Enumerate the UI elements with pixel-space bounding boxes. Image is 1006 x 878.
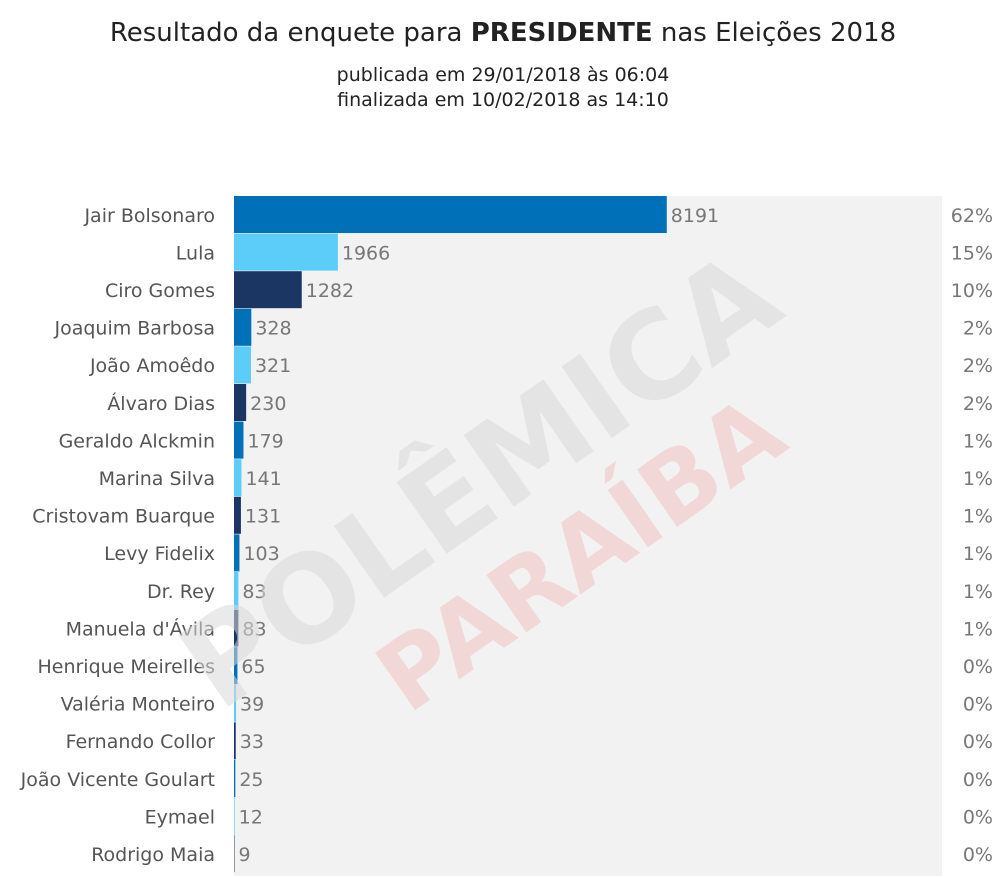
value-label: 33 — [240, 731, 264, 753]
value-label: 9 — [238, 844, 250, 866]
percent-label: 1% — [963, 430, 993, 452]
category-label: Marina Silva — [99, 468, 215, 490]
category-label: Dr. Rey — [147, 581, 215, 603]
bar-15 — [234, 760, 236, 797]
category-label: Eymael — [145, 806, 215, 828]
value-label: 1282 — [306, 280, 354, 302]
category-label: Lula — [176, 242, 215, 264]
bar-1 — [234, 233, 338, 271]
percent-label: 2% — [963, 355, 993, 377]
category-label: Valéria Monteiro — [61, 694, 215, 716]
bar-0 — [234, 196, 667, 233]
value-label: 39 — [240, 694, 264, 716]
value-label: 141 — [245, 468, 281, 490]
category-label: João Vicente Goulart — [20, 769, 215, 791]
category-label: João Amoêdo — [89, 355, 215, 377]
percent-label: 15% — [951, 242, 993, 264]
bar-6 — [234, 421, 244, 459]
value-label: 8191 — [671, 205, 719, 227]
percent-label: 0% — [963, 731, 993, 753]
bar-8 — [234, 496, 241, 534]
chart-title-suffix: nas Eleições 2018 — [652, 18, 897, 48]
bar-3 — [234, 308, 252, 346]
category-label: Jair Bolsonaro — [83, 205, 215, 227]
value-label: 328 — [255, 318, 291, 340]
value-label: 230 — [250, 393, 286, 415]
category-label: Levy Fidelix — [104, 543, 215, 565]
chart-title: Resultado da enquete para PRESIDENTE nas… — [0, 18, 1006, 48]
bar-4 — [234, 346, 251, 384]
category-label: Geraldo Alckmin — [59, 430, 215, 452]
value-label: 12 — [239, 806, 263, 828]
percent-label: 0% — [963, 694, 993, 716]
bar-9 — [234, 534, 240, 572]
category-label: Álvaro Dias — [107, 392, 215, 415]
percent-label: 1% — [963, 618, 993, 640]
percent-label: 0% — [963, 844, 993, 866]
bar-12 — [234, 647, 238, 685]
percent-label: 0% — [963, 769, 993, 791]
category-label: Cristovam Buarque — [32, 506, 215, 528]
value-label: 131 — [245, 506, 281, 528]
bar-7 — [234, 459, 242, 497]
published-date: publicada em 29/01/2018 às 06:04 — [336, 64, 670, 86]
percent-label: 62% — [951, 205, 993, 227]
value-label: 83 — [242, 581, 266, 603]
bar-10 — [234, 572, 239, 609]
percent-label: 1% — [963, 543, 993, 565]
percent-label: 2% — [963, 393, 993, 415]
bars-group — [234, 196, 667, 873]
percent-label: 1% — [963, 581, 993, 603]
category-label: Henrique Meirelles — [37, 656, 215, 678]
category-label: Ciro Gomes — [105, 280, 215, 302]
percent-label: 0% — [963, 806, 993, 828]
chart-background-track — [234, 196, 942, 876]
percent-label: 1% — [963, 468, 993, 490]
value-label: 321 — [255, 355, 291, 377]
category-label: Rodrigo Maia — [91, 844, 215, 866]
value-label: 103 — [243, 543, 279, 565]
value-label: 1966 — [342, 242, 390, 264]
bar-2 — [234, 271, 302, 309]
percent-label: 10% — [951, 280, 993, 302]
bar-13 — [234, 684, 237, 722]
finalized-date: finalizada em 10/02/2018 as 14:10 — [337, 89, 669, 111]
category-label: Fernando Collor — [66, 731, 216, 753]
percent-label: 1% — [963, 506, 993, 528]
bar-14 — [234, 722, 236, 760]
bar-16 — [234, 797, 235, 835]
value-label: 65 — [241, 656, 265, 678]
chart-title-prefix: Resultado da enquete para — [109, 18, 471, 48]
value-label: 83 — [242, 618, 266, 640]
percent-label: 2% — [963, 318, 993, 340]
chart-title-emphasis: PRESIDENTE — [470, 18, 653, 48]
percent-label: 0% — [963, 656, 993, 678]
labels-group: Jair Bolsonaro 8191 62% Lula 1966 15% Ciro Gom… — [20, 205, 993, 866]
bar-11 — [234, 609, 239, 647]
value-label: 25 — [239, 769, 263, 791]
bar-5 — [234, 384, 247, 421]
category-label: Joaquim Barbosa — [53, 318, 215, 340]
category-label: Manuela d'Ávila — [66, 617, 215, 640]
value-label: 179 — [247, 430, 283, 452]
